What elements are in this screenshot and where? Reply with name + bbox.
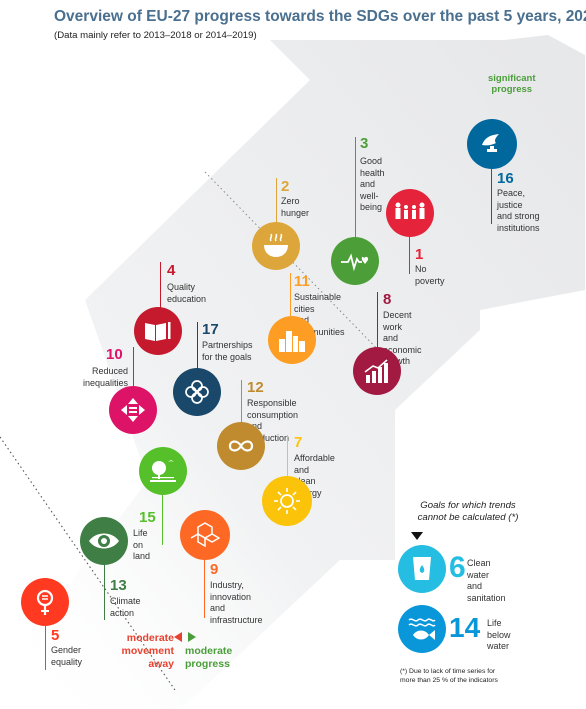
- fish-waves-icon: [398, 605, 446, 653]
- goal-2-number: 2: [281, 178, 290, 195]
- goal-5-label: Gender equality: [51, 645, 83, 667]
- goal-17-label: Partnerships for the goals: [202, 340, 253, 362]
- people-family-icon: [386, 189, 434, 237]
- food-bowl-icon: [252, 222, 300, 270]
- not-calculated-title: Goals for which trends cannot be calcula…: [417, 500, 519, 523]
- infinity-loop-icon: [217, 422, 265, 470]
- goal-16-number: 16: [497, 170, 514, 187]
- goal-16-label: Peace, justice and strong institutions: [497, 188, 540, 233]
- water-glass-icon: [398, 545, 446, 593]
- moderate-progress-label: moderate progress: [185, 645, 233, 670]
- tree-bird-icon: [139, 447, 187, 495]
- goal-8-number: 8: [383, 291, 392, 308]
- goal-15-label: Life on land: [133, 528, 151, 561]
- chart-title: Overview of EU-27 progress towards the S…: [54, 8, 586, 25]
- goal-14-number: 14: [449, 612, 481, 643]
- partnership-flower-icon: [173, 368, 221, 416]
- moderate-movement-away-label: moderate movement away: [121, 632, 174, 670]
- goal-9-number: 9: [210, 561, 219, 578]
- goal-3-label: Good health and well-being: [360, 156, 385, 212]
- goal-7-number: 7: [294, 434, 303, 451]
- goal-6-label: Clean water and sanitation: [467, 558, 506, 603]
- goal-2-label: Zero hunger: [281, 196, 310, 218]
- goal-4-label: Quality education: [167, 282, 207, 304]
- equality-arrows-icon: [109, 386, 157, 434]
- chart-subtitle: (Data mainly refer to 2013–2018 or 2014–…: [54, 30, 257, 41]
- gender-equality-icon: [21, 578, 69, 626]
- goal-13-label: Climate action: [110, 596, 141, 618]
- goal-4-number: 4: [167, 262, 176, 279]
- down-arrow-icon: [411, 532, 423, 540]
- goal-14-label: Life below water: [487, 618, 511, 651]
- progress-arrow-shape: [20, 35, 585, 709]
- goal-1-label: No poverty: [415, 264, 445, 286]
- city-buildings-icon: [268, 316, 316, 364]
- goal-9-label: Industry, innovation and infrastructure: [210, 580, 263, 625]
- goal-3-number: 3: [360, 135, 369, 152]
- cubes-icon: [180, 510, 230, 560]
- heartbeat-icon: [331, 237, 379, 285]
- goal-17-number: 17: [202, 321, 219, 338]
- eye-globe-icon: [80, 517, 128, 565]
- goal-13-number: 13: [110, 577, 127, 594]
- goal-10-label: Reduced inequalities: [82, 366, 128, 388]
- goal-12-number: 12: [247, 379, 264, 396]
- dotted-reference-line-upper: [204, 171, 389, 361]
- significant-progress-label: significant progress: [488, 73, 536, 95]
- moderate-away-arrow-icon: [174, 632, 182, 642]
- dove-gavel-icon: [467, 119, 517, 169]
- goal-11-number: 11: [294, 273, 310, 290]
- dotted-reference-line-lower: [0, 436, 176, 691]
- book-pencil-icon: [134, 307, 182, 355]
- goal-1-number: 1: [415, 246, 424, 263]
- goal-5-number: 5: [51, 627, 60, 644]
- footnote: (*) Due to lack of time series for more …: [400, 668, 498, 684]
- goal-15-number: 15: [139, 509, 156, 526]
- moderate-progress-arrow-icon: [188, 632, 196, 642]
- goal-10-number: 10: [106, 346, 123, 363]
- growth-chart-icon: [353, 347, 401, 395]
- sun-power-icon: [262, 476, 312, 526]
- goal-6-number: 6: [449, 551, 466, 584]
